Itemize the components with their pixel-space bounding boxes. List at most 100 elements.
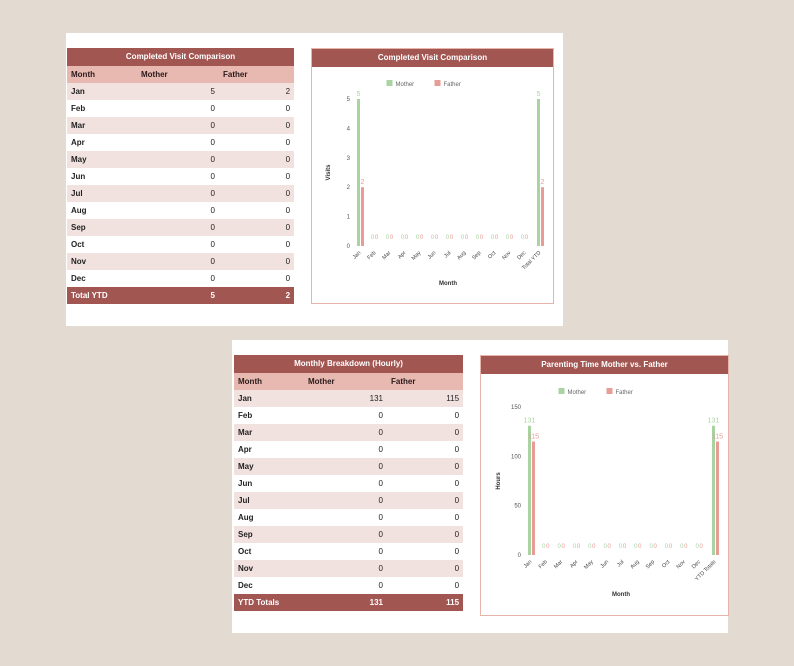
y-tick-label: 0 xyxy=(518,553,522,559)
row-month: May xyxy=(67,151,127,168)
row-father-value: 0 xyxy=(387,543,464,560)
data-label-father: 0 xyxy=(592,544,596,550)
y-tick-label: 50 xyxy=(514,504,521,510)
x-tick-label: Nov xyxy=(501,250,512,261)
data-label-mother: 0 xyxy=(521,235,525,241)
visits-table-col-header: Month xyxy=(71,70,95,79)
row-father-value: 0 xyxy=(219,151,295,168)
bar-mother xyxy=(712,425,715,555)
data-label-father: 0 xyxy=(480,235,484,241)
y-tick-label: 100 xyxy=(511,454,522,460)
row-father-value: 0 xyxy=(387,424,464,441)
hours-table-total-row: YTD Totals 131 115 xyxy=(234,594,464,611)
row-month: Jun xyxy=(67,168,127,185)
table-row: Oct 0 0 xyxy=(234,543,464,560)
row-father-value: 0 xyxy=(387,458,464,475)
table-row: Sep 0 0 xyxy=(67,219,295,236)
data-label-mother: 0 xyxy=(634,544,638,550)
row-mother-value: 0 xyxy=(127,117,219,134)
table-row: Mar 0 0 xyxy=(67,117,295,134)
row-month: Dec xyxy=(67,270,127,287)
data-label-mother: 0 xyxy=(431,235,435,241)
row-father-value: 0 xyxy=(387,526,464,543)
table-row: Nov 0 0 xyxy=(67,253,295,270)
data-label-father: 2 xyxy=(541,179,545,186)
hours-table: Monthly Breakdown (Hourly) Month Mother Fat… xyxy=(234,355,464,611)
legend-label-father: Father xyxy=(444,82,461,88)
row-month: Jul xyxy=(234,492,294,509)
row-month: Oct xyxy=(67,236,127,253)
visits-chart: Completed Visit Comparison Mother Father 0… xyxy=(311,48,554,304)
legend-swatch-father xyxy=(606,388,613,394)
row-father-value: 0 xyxy=(219,270,295,287)
y-tick-label: 2 xyxy=(347,185,351,191)
bar-father xyxy=(361,187,364,246)
row-father-value: 115 xyxy=(387,390,464,407)
hours-chart-svg: Mother Father 0 50 100 150 Hours Month 131 115 Jan… xyxy=(496,388,723,598)
data-label-mother: 0 xyxy=(461,235,465,241)
row-father-value: 0 xyxy=(219,185,295,202)
row-father-value: 0 xyxy=(219,117,295,134)
bar-mother xyxy=(537,99,540,246)
data-label-father: 0 xyxy=(684,544,688,550)
y-tick-label: 1 xyxy=(347,215,351,221)
data-label-father: 0 xyxy=(623,544,627,550)
row-mother-value: 0 xyxy=(294,475,387,492)
y-tick-label: 150 xyxy=(511,405,522,411)
row-month: Aug xyxy=(234,509,294,526)
hours-table-col-header: Month xyxy=(238,377,262,386)
row-father-value: 0 xyxy=(219,168,295,185)
row-mother-value: 0 xyxy=(127,168,219,185)
table-row: Jul 0 0 xyxy=(67,185,295,202)
data-label-mother: 5 xyxy=(537,91,541,98)
row-mother-value: 0 xyxy=(294,458,387,475)
row-father-value: 0 xyxy=(387,577,464,594)
x-tick-label: Feb xyxy=(538,559,549,570)
row-father-value: 0 xyxy=(387,441,464,458)
row-father-value: 0 xyxy=(219,134,295,151)
row-month: Jan xyxy=(234,390,294,407)
data-label-mother: 0 xyxy=(416,235,420,241)
data-label-father: 115 xyxy=(712,434,723,441)
data-label-father: 0 xyxy=(390,235,394,241)
row-mother-value: 0 xyxy=(127,270,219,287)
row-mother-value: 131 xyxy=(294,390,387,407)
row-month: Oct xyxy=(234,543,294,560)
row-mother-value: 0 xyxy=(127,100,219,117)
total-label: YTD Totals xyxy=(234,594,294,611)
y-axis-title: Visits xyxy=(326,164,332,181)
table-row: Dec 0 0 xyxy=(67,270,295,287)
data-label-father: 0 xyxy=(669,544,673,550)
visits-table-title-row: Completed Visit Comparison xyxy=(67,48,295,66)
table-row: Jan 5 2 xyxy=(67,83,295,100)
visits-table-col-header: Mother xyxy=(141,70,168,79)
total-father: 115 xyxy=(387,594,464,611)
row-father-value: 0 xyxy=(387,475,464,492)
data-label-mother: 0 xyxy=(680,544,684,550)
table-row: May 0 0 xyxy=(67,151,295,168)
row-father-value: 0 xyxy=(219,202,295,219)
data-label-mother: 0 xyxy=(446,235,450,241)
table-row: Mar 0 0 xyxy=(234,424,464,441)
row-month: Mar xyxy=(67,117,127,134)
data-label-mother: 0 xyxy=(695,544,699,550)
row-father-value: 0 xyxy=(387,560,464,577)
y-tick-label: 5 xyxy=(347,97,351,103)
row-month: Apr xyxy=(67,134,127,151)
row-father-value: 0 xyxy=(219,100,295,117)
x-tick-label: Aug xyxy=(456,250,467,261)
visits-table-col-header: Father xyxy=(223,70,248,79)
data-label-mother: 0 xyxy=(371,235,375,241)
x-tick-label: Jun xyxy=(600,559,611,570)
data-label-mother: 0 xyxy=(588,544,592,550)
x-tick-label: Sep xyxy=(645,559,656,570)
data-label-father: 0 xyxy=(638,544,642,550)
row-month: Jul xyxy=(67,185,127,202)
table-row: Feb 0 0 xyxy=(234,407,464,424)
data-label-mother: 0 xyxy=(476,235,480,241)
row-month: Feb xyxy=(67,100,127,117)
x-tick-label: Oct xyxy=(487,250,498,261)
data-label-mother: 0 xyxy=(557,544,561,550)
row-month: Nov xyxy=(234,560,294,577)
legend-label-father: Father xyxy=(616,390,633,396)
